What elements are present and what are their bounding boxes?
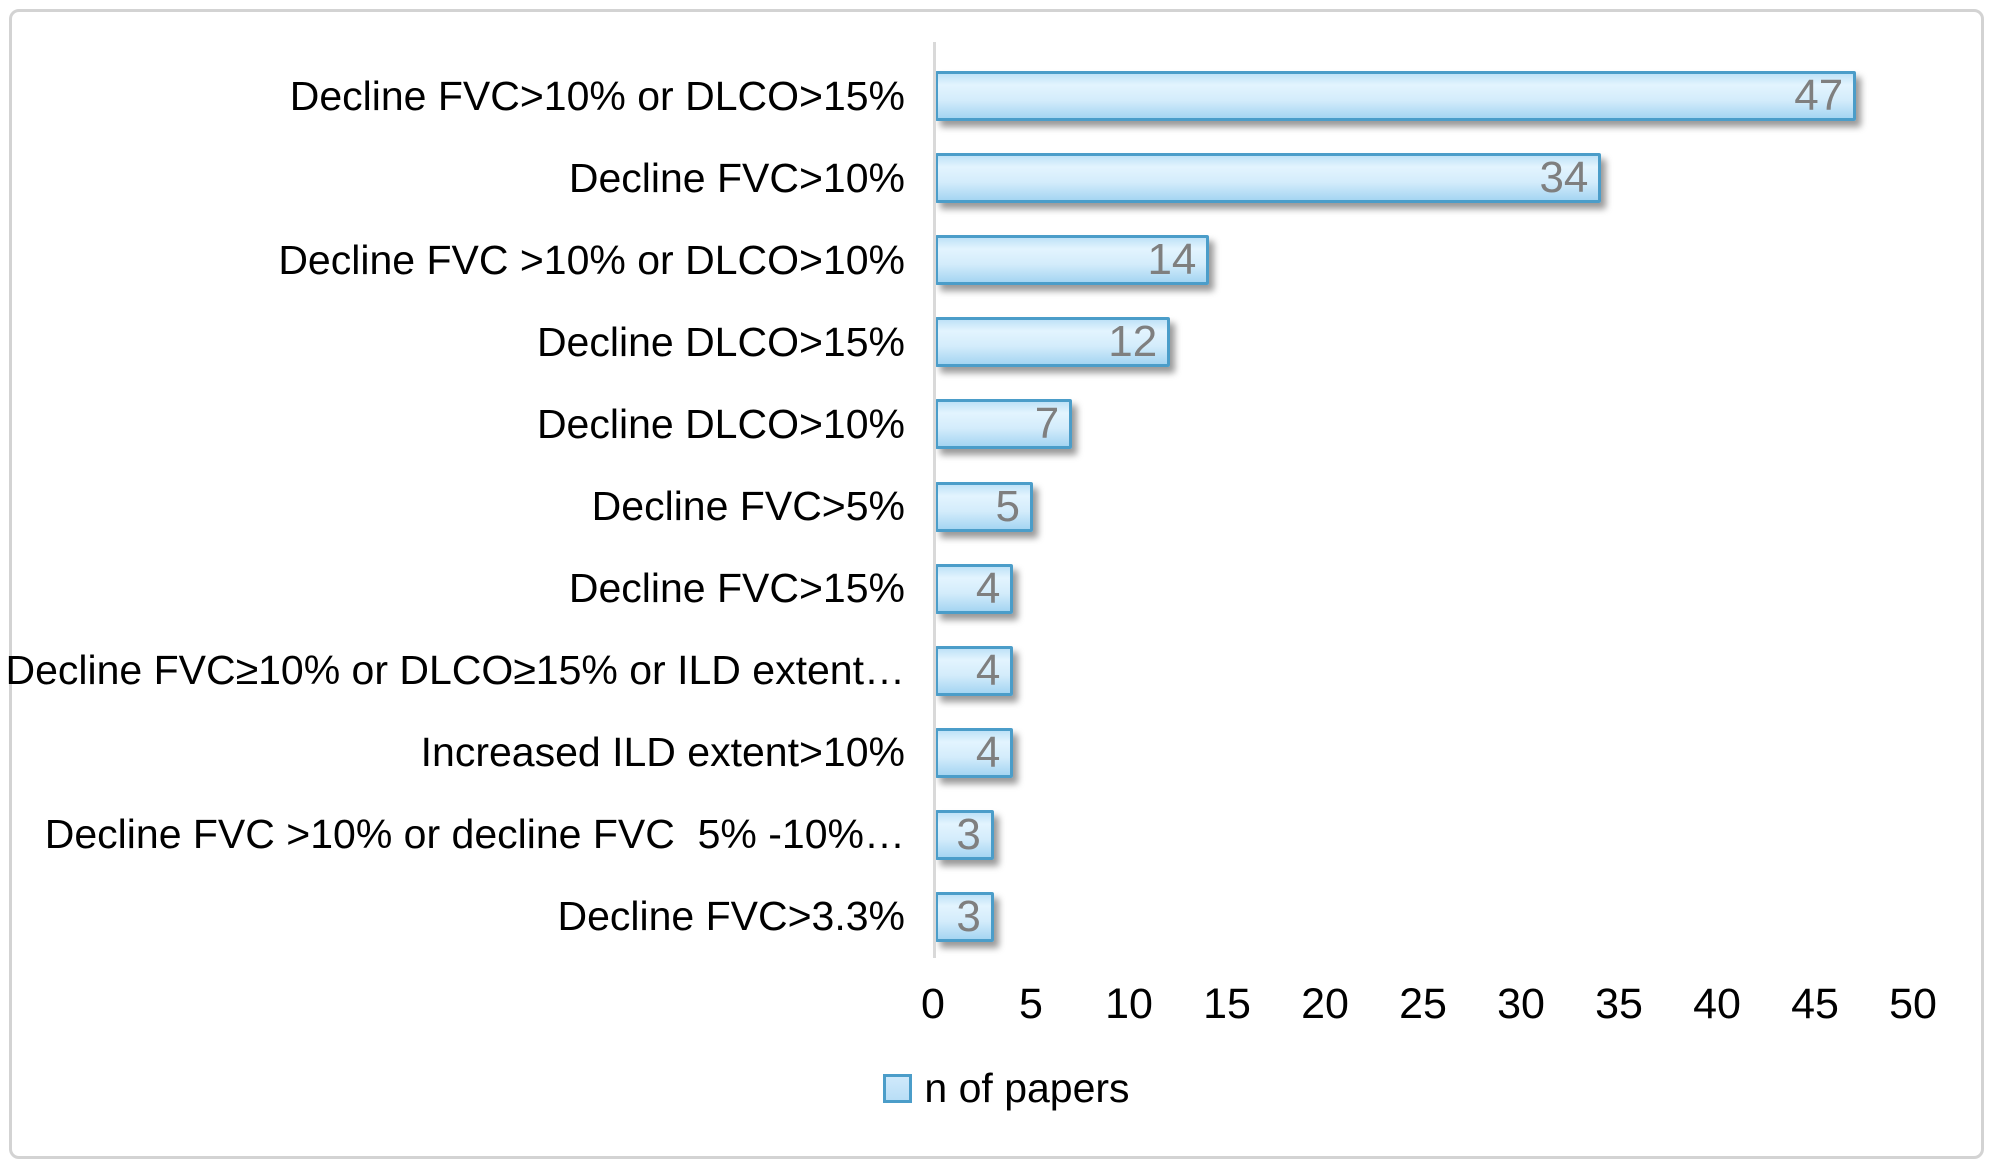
bar-area: 4 [933,548,1993,630]
x-tick-label: 10 [1105,980,1153,1028]
bar-value-label: 34 [1539,153,1589,203]
chart-row: Increased ILD extent>10% 4 [0,712,1993,794]
bar-area: 4 [933,712,1993,794]
bar: 7 [935,399,1073,450]
chart-row: Decline FVC>3.3% 3 [0,876,1993,958]
chart-row: Decline FVC>10% or DLCO>15% 47 [0,55,1993,137]
bar-area: 34 [933,137,1993,219]
category-label: Decline DLCO>10% [536,400,905,447]
chart-row: Decline DLCO>10% 7 [0,383,1993,465]
bar-value-label: 14 [1147,235,1197,285]
bar: 4 [935,727,1014,778]
bar-area: 7 [933,383,1993,465]
bar-area: 4 [933,630,1993,712]
bar: 14 [935,235,1210,286]
bar-area: 47 [933,55,1993,137]
category-label: Decline FVC>15% [568,565,905,612]
bar-value-label: 4 [975,645,1001,695]
rows: Decline FVC>10% or DLCO>15% 47 Decline F… [0,55,1993,958]
category-label: Decline FVC>5% [591,483,905,530]
bar-area: 12 [933,301,1993,383]
bar: 4 [935,645,1014,696]
x-tick-label: 0 [921,980,945,1028]
bar: 3 [935,891,994,942]
category-label: Increased ILD extent>10% [420,729,905,776]
bar-value-label: 7 [1034,399,1060,449]
chart-row: Decline FVC >10% or decline FVC 5% -10%…… [0,794,1993,876]
x-tick-label: 50 [1889,980,1937,1028]
category-label: Decline FVC>10% [568,154,905,201]
category-label: Decline FVC >10% or decline FVC 5% -10%… [44,811,905,858]
bar-area: 3 [933,794,1993,876]
bar: 3 [935,809,994,860]
bar: 4 [935,563,1014,614]
bar-area: 3 [933,876,1993,958]
bar-value-label: 4 [975,727,1001,777]
chart-row: Decline FVC>15% 4 [0,548,1993,630]
x-tick-label: 25 [1399,980,1447,1028]
legend: n of papers [10,1068,1993,1109]
category-label: Decline FVC≥10% or DLCO≥15% or ILD exten… [5,647,905,694]
bar-value-label: 5 [995,481,1020,531]
chart-row: Decline FVC>5% 5 [0,465,1993,547]
bar-value-label: 3 [956,891,981,941]
category-label: Decline FVC>10% or DLCO>15% [289,72,905,119]
chart-row: Decline FVC >10% or DLCO>10% 14 [0,219,1993,301]
x-tick-label: 5 [1019,980,1043,1028]
category-label: Decline FVC>3.3% [557,893,905,940]
category-label: Decline FVC >10% or DLCO>10% [278,236,905,283]
x-tick-label: 45 [1791,980,1839,1028]
bar-value-label: 12 [1108,317,1158,367]
chart-row: Decline DLCO>15% 12 [0,301,1993,383]
x-tick-label: 15 [1203,980,1251,1028]
bar-area: 14 [933,219,1993,301]
bar: 34 [935,153,1602,204]
chart-row: Decline FVC>10% 34 [0,137,1993,219]
bar-value-label: 4 [975,563,1001,613]
legend-swatch-icon [883,1074,913,1103]
x-tick-label: 40 [1693,980,1741,1028]
legend-label: n of papers [924,1065,1130,1111]
x-tick-label: 20 [1301,980,1349,1028]
chart-row: Decline FVC≥10% or DLCO≥15% or ILD exten… [0,630,1993,712]
category-label: Decline DLCO>15% [536,318,905,365]
x-tick-label: 30 [1497,980,1545,1028]
bar: 12 [935,317,1171,368]
bar: 47 [935,71,1857,122]
x-axis-line [933,42,936,958]
x-tick-label: 35 [1595,980,1643,1028]
bar-value-label: 3 [956,809,981,859]
bar-value-label: 47 [1794,71,1844,121]
x-axis-ticks: 0 5 10 15 20 25 30 35 40 45 50 [921,978,1937,1030]
bar: 5 [935,481,1033,532]
bar-area: 5 [933,465,1993,547]
